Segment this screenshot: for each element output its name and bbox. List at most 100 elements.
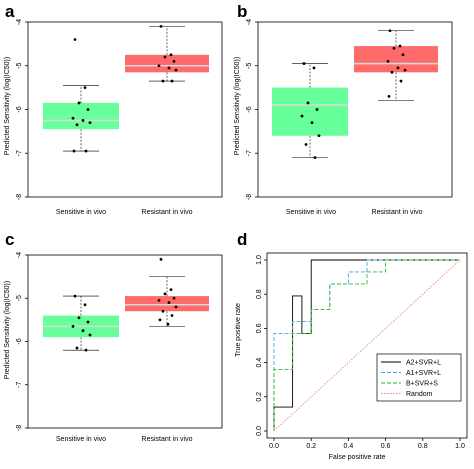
data-point-b-1-0 <box>388 29 392 33</box>
y-tick-label-a-4: -4 <box>16 19 23 25</box>
data-point-b-0-3 <box>315 108 319 111</box>
data-point-c-1-7 <box>161 309 165 313</box>
data-point-b-0-8 <box>313 156 317 160</box>
plot-frame-d <box>266 252 468 439</box>
data-point-a-1-5 <box>167 66 171 70</box>
y-tick-label-b-3: -5 <box>246 63 253 69</box>
data-point-b-1-1 <box>398 44 402 48</box>
data-point-b-0-5 <box>310 121 314 125</box>
y-tick-label-b-4: -4 <box>246 19 253 25</box>
data-point-a-0-8 <box>84 149 88 153</box>
data-point-a-1-6 <box>174 68 178 72</box>
data-point-b-0-4 <box>300 114 304 118</box>
data-point-a-0-6 <box>88 121 92 125</box>
roc-curve-random <box>273 259 461 432</box>
y-tick-label-b-1: -7 <box>246 150 253 156</box>
data-point-c-1-9 <box>158 318 162 322</box>
y-tick-label-d-3: 0.6 <box>256 323 263 333</box>
data-point-c-1-8 <box>170 314 174 317</box>
y-tick-label-b-0: -8 <box>246 194 253 200</box>
data-point-b-1-3 <box>401 53 405 57</box>
panel-letter-b: b <box>237 2 247 21</box>
data-point-a-0-3 <box>86 108 90 111</box>
box-c-1 <box>125 296 209 312</box>
category-label-b-0: Sensitive in vivo <box>286 209 336 216</box>
data-point-a-0-5 <box>81 119 85 122</box>
x-tick-label-d-4: 0.8 <box>418 443 428 450</box>
y-tick-label-c-2: -6 <box>16 338 23 344</box>
data-point-a-1-1 <box>169 53 173 57</box>
y-tick-label-a-2: -6 <box>16 106 23 112</box>
data-point-c-0-7 <box>75 346 79 350</box>
data-point-b-1-5 <box>396 66 400 70</box>
y-tick-label-a-3: -5 <box>16 63 23 69</box>
y-tick-label-c-1: -7 <box>16 382 23 388</box>
data-point-b-1-8 <box>399 79 403 83</box>
data-point-a-0-0 <box>73 38 77 41</box>
legend-label-1: A1+SVR+L <box>406 370 441 377</box>
data-point-b-0-7 <box>304 143 308 146</box>
legend-label-2: B+SVR+S <box>406 381 438 388</box>
x-tick-label-d-5: 1.0 <box>455 443 465 450</box>
y-axis-label-a: Predicted Sensitivity (log(IC50)) <box>4 57 11 155</box>
category-label-b-1: Resistant in vivo <box>372 209 423 216</box>
data-point-a-1-7 <box>161 79 165 83</box>
y-tick-label-c-4: -4 <box>16 252 23 258</box>
box-b-1 <box>354 46 438 73</box>
data-point-c-0-0 <box>73 294 77 298</box>
data-point-c-1-4 <box>157 299 161 302</box>
panel-letter-a: a <box>5 2 15 21</box>
y-tick-label-d-5: 1.0 <box>256 255 263 265</box>
data-point-c-0-3 <box>86 320 90 324</box>
y-tick-label-d-1: 0.2 <box>256 392 263 402</box>
legend-label-0: A2+SVR+L <box>406 360 441 367</box>
data-point-c-0-8 <box>84 348 88 352</box>
data-point-c-0-2 <box>77 316 81 320</box>
category-label-a-1: Resistant in vivo <box>142 209 193 216</box>
data-point-b-1-6 <box>403 68 407 72</box>
data-point-c-0-5 <box>81 329 85 333</box>
data-point-b-0-6 <box>317 134 321 138</box>
x-tick-label-d-0: 0.0 <box>269 443 279 450</box>
data-point-c-1-6 <box>174 305 178 309</box>
y-axis-label-c: Predicted Sensitivity (log(IC50)) <box>4 281 11 379</box>
data-point-c-1-0 <box>159 257 163 261</box>
data-point-c-1-5 <box>167 301 171 304</box>
data-point-b-0-1 <box>312 66 316 70</box>
data-point-b-0-2 <box>306 101 310 105</box>
y-tick-label-a-0: -8 <box>16 194 23 200</box>
category-label-c-0: Sensitive in vivo <box>56 436 106 443</box>
legend-d: A2+SVR+L A1+SVR+L B+SVR+S Random <box>376 353 462 402</box>
panel-letter-d: d <box>237 230 247 249</box>
data-point-a-0-2 <box>77 101 81 105</box>
data-point-c-0-4 <box>71 324 75 328</box>
data-point-c-1-10 <box>166 322 170 326</box>
box-a-1 <box>125 54 209 73</box>
y-tick-label-d-4: 0.8 <box>256 289 263 299</box>
box-a-0 <box>43 102 119 130</box>
roc-curve-a2-svr-l <box>273 259 460 431</box>
data-point-b-1-7 <box>390 70 394 74</box>
y-tick-label-d-0: 0.0 <box>256 426 263 436</box>
data-point-b-1-9 <box>387 94 391 98</box>
data-point-a-0-4 <box>71 116 75 120</box>
roc-curve-b-svr-s <box>273 259 460 431</box>
data-point-c-1-2 <box>163 292 167 296</box>
y-tick-label-b-2: -6 <box>246 106 253 112</box>
category-label-c-1: Resistant in vivo <box>142 436 193 443</box>
data-point-c-0-1 <box>83 303 87 307</box>
data-point-a-0-1 <box>83 86 87 90</box>
y-tick-label-c-3: -5 <box>16 295 23 301</box>
panel-letter-c: c <box>5 230 14 249</box>
y-tick-label-d-2: 0.4 <box>256 358 263 368</box>
data-point-a-1-8 <box>170 79 174 83</box>
data-point-a-1-3 <box>172 59 176 63</box>
data-point-c-0-6 <box>88 333 92 337</box>
y-tick-label-a-1: -7 <box>16 150 23 156</box>
x-tick-label-d-3: 0.6 <box>381 443 391 450</box>
x-tick-label-d-1: 0.2 <box>306 443 316 450</box>
data-point-c-1-3 <box>172 296 176 300</box>
legend-label-3: Random <box>406 391 433 398</box>
data-point-a-0-7 <box>75 123 79 127</box>
